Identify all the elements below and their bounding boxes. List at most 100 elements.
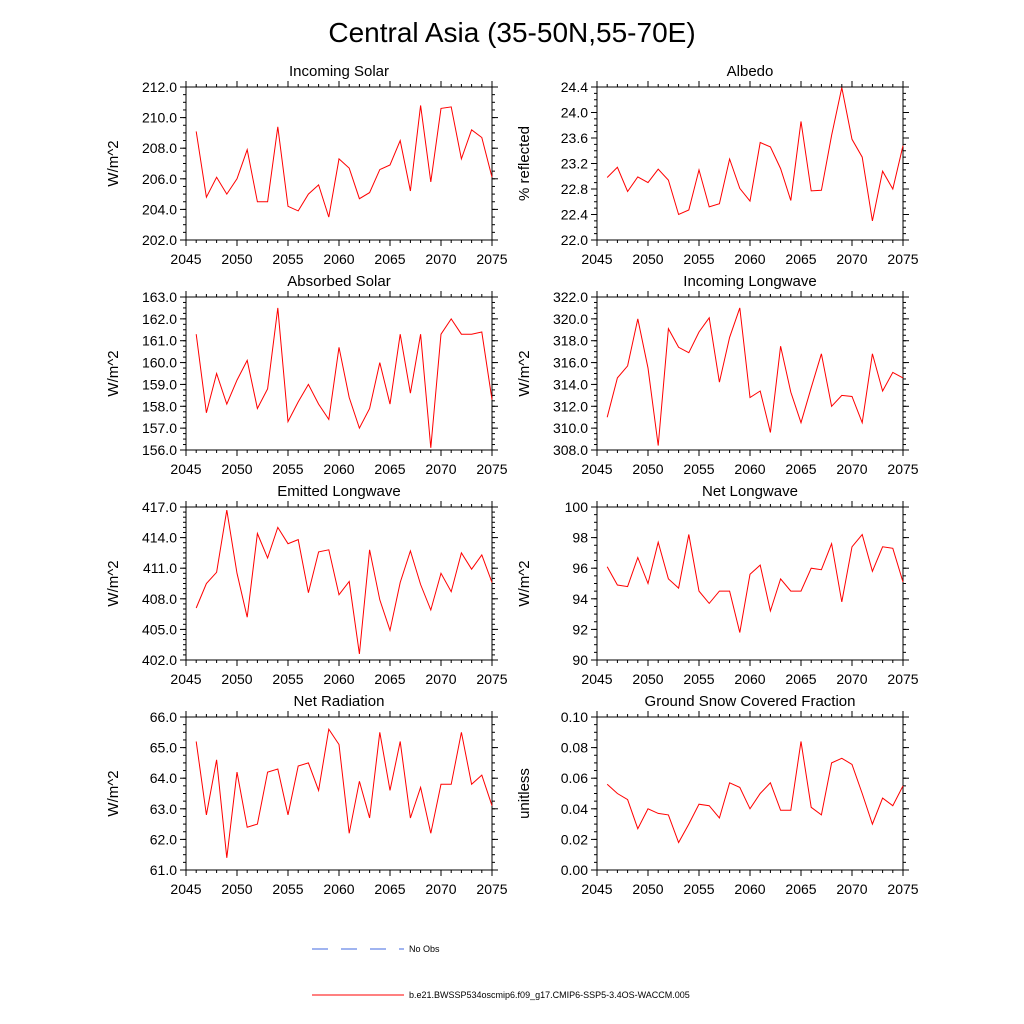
- albedo-y-tick-label: 23.6: [561, 130, 588, 146]
- incoming-solar-y-tick-label: 208.0: [142, 140, 177, 156]
- albedo-x-tick-label: 2065: [785, 251, 816, 267]
- incoming-solar-x-tick-label: 2055: [272, 251, 303, 267]
- emitted-longwave-x-tick-label: 2050: [221, 671, 252, 687]
- incoming-longwave-x-tick-label: 2075: [887, 461, 918, 477]
- albedo-title: Albedo: [727, 63, 774, 80]
- absorbed-solar-y-tick-label: 163.0: [142, 289, 177, 305]
- net-longwave-x-tick-label: 2045: [581, 671, 612, 687]
- net-radiation-x-tick-label: 2060: [323, 881, 354, 897]
- albedo-y-axis-label: % reflected: [516, 126, 533, 201]
- albedo-x-tick-label: 2060: [734, 251, 765, 267]
- incoming-solar-y-axis-label: W/m^2: [105, 140, 122, 186]
- absorbed-solar-series-line: [195, 307, 493, 448]
- incoming-solar-x-tick-label: 2050: [221, 251, 252, 267]
- net-radiation-plot-frame: [185, 716, 493, 871]
- albedo-x-tick-label: 2075: [887, 251, 918, 267]
- panel-ground-snow-covered-fraction: Ground Snow Covered Fraction unitless 0.00…: [516, 693, 919, 897]
- legend-model-label: b.e21.BWSSP534oscmip6.f09_g17.CMIP6-SSP5…: [409, 990, 690, 1000]
- net-radiation-y-tick-label: 61.0: [150, 862, 177, 878]
- net-longwave-series-line: [606, 533, 904, 633]
- net-radiation-y-tick-label: 62.0: [150, 831, 177, 847]
- net-longwave-y-tick-label: 90: [572, 652, 588, 668]
- net-radiation-x-tick-label: 2075: [476, 881, 507, 897]
- net-radiation-title: Net Radiation: [294, 693, 385, 710]
- albedo-y-tick-label: 24.0: [561, 105, 588, 121]
- net-radiation-series-line: [195, 727, 493, 858]
- incoming-longwave-x-tick-label: 2045: [581, 461, 612, 477]
- albedo-y-tick-label: 24.4: [561, 79, 588, 95]
- net-longwave-y-tick-label: 96: [572, 560, 588, 576]
- ground-snow-covered-fraction-y-tick-label: 0.10: [561, 709, 588, 725]
- panel-incoming-solar: Incoming Solar W/m^2 202.0 204.0 206.0 208.0 2…: [105, 63, 508, 267]
- net-radiation-x-tick-label: 2055: [272, 881, 303, 897]
- panel-net-longwave: Net Longwave W/m^2 90 92 94 96 98 100 2045 2050 20…: [516, 483, 919, 687]
- legend-no-obs-label: No Obs: [409, 944, 440, 954]
- incoming-longwave-x-tick-label: 2070: [836, 461, 867, 477]
- ground-snow-covered-fraction-x-tick-label: 2065: [785, 881, 816, 897]
- net-longwave-y-tick-label: 92: [572, 621, 588, 637]
- emitted-longwave-x-tick-label: 2045: [170, 671, 201, 687]
- net-longwave-y-tick-label: 98: [572, 530, 588, 546]
- absorbed-solar-y-tick-label: 162.0: [142, 311, 177, 327]
- incoming-longwave-x-tick-label: 2065: [785, 461, 816, 477]
- incoming-solar-title: Incoming Solar: [289, 63, 389, 80]
- absorbed-solar-x-tick-label: 2045: [170, 461, 201, 477]
- absorbed-solar-plot-frame: [185, 296, 493, 451]
- net-radiation-y-tick-label: 66.0: [150, 709, 177, 725]
- ground-snow-covered-fraction-y-tick-label: 0.08: [561, 740, 588, 756]
- incoming-solar-y-tick-label: 212.0: [142, 79, 177, 95]
- incoming-solar-y-tick-label: 206.0: [142, 171, 177, 187]
- ground-snow-covered-fraction-x-tick-label: 2060: [734, 881, 765, 897]
- ground-snow-covered-fraction-y-tick-label: 0.02: [561, 831, 588, 847]
- absorbed-solar-y-tick-label: 161.0: [142, 333, 177, 349]
- albedo-plot-frame: [596, 86, 904, 241]
- absorbed-solar-x-tick-label: 2050: [221, 461, 252, 477]
- net-longwave-x-tick-label: 2050: [632, 671, 663, 687]
- net-longwave-title: Net Longwave: [702, 483, 798, 500]
- incoming-longwave-title: Incoming Longwave: [683, 273, 816, 290]
- net-radiation-x-tick-label: 2070: [425, 881, 456, 897]
- emitted-longwave-x-tick-label: 2065: [374, 671, 405, 687]
- albedo-y-tick-label: 23.2: [561, 156, 588, 172]
- ground-snow-covered-fraction-x-tick-label: 2055: [683, 881, 714, 897]
- panel-net-radiation: Net Radiation W/m^2 61.0 62.0 63.0 64.0 65.0 66…: [105, 693, 508, 897]
- panel-absorbed-solar: Absorbed Solar W/m^2 156.0 157.0 158.0 159.0 1…: [105, 273, 508, 477]
- absorbed-solar-x-tick-label: 2070: [425, 461, 456, 477]
- incoming-longwave-y-tick-label: 312.0: [553, 398, 588, 414]
- incoming-longwave-y-axis-label: W/m^2: [516, 350, 533, 396]
- incoming-solar-x-tick-label: 2065: [374, 251, 405, 267]
- panel-emitted-longwave: Emitted Longwave W/m^2 402.0 405.0 408.0 411.…: [105, 483, 508, 687]
- incoming-solar-x-tick-label: 2060: [323, 251, 354, 267]
- net-longwave-y-tick-label: 100: [565, 499, 589, 515]
- figure-title: Central Asia (35-50N,55-70E): [328, 17, 695, 48]
- net-longwave-x-tick-label: 2065: [785, 671, 816, 687]
- albedo-x-tick-label: 2050: [632, 251, 663, 267]
- incoming-longwave-y-tick-label: 322.0: [553, 289, 588, 305]
- emitted-longwave-x-tick-label: 2075: [476, 671, 507, 687]
- net-radiation-x-tick-label: 2045: [170, 881, 201, 897]
- emitted-longwave-y-tick-label: 411.0: [143, 560, 177, 576]
- emitted-longwave-x-tick-label: 2070: [425, 671, 456, 687]
- net-radiation-x-tick-label: 2065: [374, 881, 405, 897]
- ground-snow-covered-fraction-y-tick-label: 0.00: [561, 862, 588, 878]
- ground-snow-covered-fraction-x-tick-label: 2045: [581, 881, 612, 897]
- albedo-x-tick-label: 2045: [581, 251, 612, 267]
- net-radiation-y-tick-label: 63.0: [150, 801, 177, 817]
- ground-snow-covered-fraction-x-tick-label: 2050: [632, 881, 663, 897]
- absorbed-solar-x-tick-label: 2055: [272, 461, 303, 477]
- net-longwave-x-tick-label: 2055: [683, 671, 714, 687]
- legend: No Obs b.e21.BWSSP534oscmip6.f09_g17.CMI…: [312, 944, 690, 1000]
- net-longwave-plot-frame: [596, 506, 904, 661]
- emitted-longwave-series-line: [195, 510, 493, 654]
- absorbed-solar-x-tick-label: 2075: [476, 461, 507, 477]
- emitted-longwave-y-tick-label: 408.0: [142, 591, 177, 607]
- panel-incoming-longwave: Incoming Longwave W/m^2 308.0 310.0 312.0 314…: [516, 273, 919, 477]
- emitted-longwave-y-tick-label: 417.0: [142, 499, 177, 515]
- incoming-solar-y-tick-label: 202.0: [142, 232, 177, 248]
- emitted-longwave-y-tick-label: 405.0: [142, 621, 177, 637]
- net-radiation-y-tick-label: 65.0: [150, 740, 177, 756]
- emitted-longwave-title: Emitted Longwave: [277, 483, 400, 500]
- albedo-x-tick-label: 2070: [836, 251, 867, 267]
- incoming-longwave-series-line: [606, 307, 904, 446]
- ground-snow-covered-fraction-x-tick-label: 2075: [887, 881, 918, 897]
